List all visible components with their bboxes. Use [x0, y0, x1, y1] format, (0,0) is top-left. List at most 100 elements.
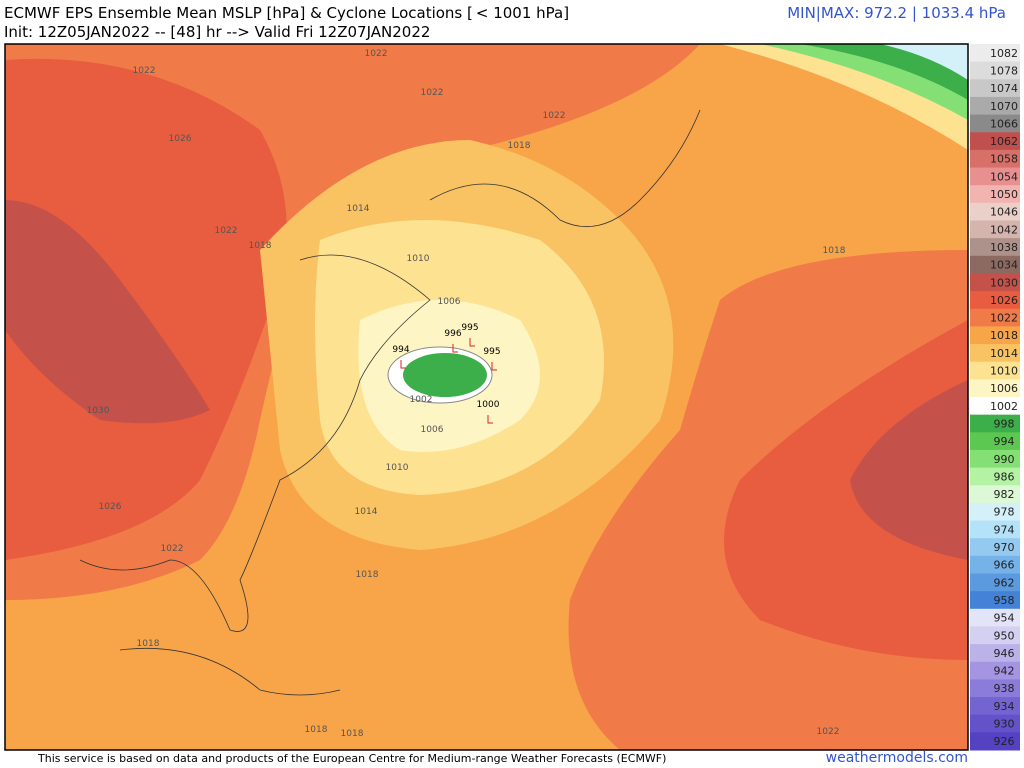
- cyclone-label: 994: [392, 345, 409, 355]
- colorbar-label: 1082: [990, 47, 1018, 60]
- coastline: [119, 647, 341, 696]
- colorbar-swatch: [970, 96, 1020, 116]
- colorbar-label: 1058: [990, 153, 1018, 166]
- colorbar-label: 934: [994, 700, 1015, 713]
- contour-label: 1018: [341, 729, 364, 739]
- colorbar-swatch: [970, 326, 1020, 345]
- colorbar-label: 1062: [990, 135, 1018, 148]
- colorbar-label: 946: [994, 647, 1015, 660]
- colorbar-swatch: [970, 379, 1020, 398]
- colorbar-swatch: [970, 520, 1020, 539]
- contour-label: 1022: [161, 544, 184, 554]
- contour-label: 1018: [305, 725, 328, 735]
- contour-label: 1006: [438, 297, 461, 307]
- colorbar-swatch: [970, 555, 1020, 574]
- site: weathermodels.com: [826, 750, 968, 766]
- contour-label: 1018: [356, 570, 379, 580]
- colorbar-label: 1034: [990, 259, 1018, 272]
- cyclone-label: 995: [461, 323, 478, 333]
- colorbar-swatch: [970, 361, 1020, 380]
- colorbar-label: 1050: [990, 188, 1018, 201]
- colorbar-label: 1038: [990, 241, 1018, 254]
- field-1026: [5, 58, 287, 561]
- contour-label: 1022: [133, 66, 156, 76]
- colorbar-swatch: [970, 697, 1020, 716]
- colorbar-label: 1074: [990, 82, 1018, 95]
- colorbar-swatch: [970, 308, 1020, 327]
- colorbar-label: 966: [994, 559, 1015, 572]
- cyclone-label: 1000: [477, 400, 500, 410]
- colorbar-swatch: [970, 344, 1020, 363]
- colorbar-label: 1066: [990, 117, 1018, 130]
- colorbar-swatch: [970, 132, 1020, 151]
- colorbar-label: 1030: [990, 276, 1018, 289]
- subtitle: Init: 12Z05JAN2022 -- [48] hr --> Valid …: [4, 23, 430, 41]
- colorbar-label: 978: [994, 506, 1015, 519]
- colorbar-label: 1014: [990, 347, 1018, 360]
- colorbar-label: 1010: [990, 365, 1018, 378]
- contour-label: 1018: [508, 141, 531, 151]
- colorbar-swatch: [970, 255, 1020, 274]
- title: ECMWF EPS Ensemble Mean MSLP [hPa] & Cyc…: [4, 4, 569, 22]
- contour-label: 1022: [365, 49, 388, 59]
- colorbar-swatch: [970, 608, 1020, 627]
- cyclone-marker: [469, 338, 475, 347]
- colorbar-swatch: [970, 538, 1020, 557]
- contour-label: 1030: [87, 406, 110, 416]
- colorbar-swatch: [970, 185, 1020, 204]
- colorbar-label: 1026: [990, 294, 1018, 307]
- contour-label: 1006: [421, 425, 444, 435]
- colorbar-label: 970: [994, 541, 1015, 554]
- coastline: [79, 254, 431, 632]
- colorbar-swatch: [970, 291, 1020, 310]
- colorbar-swatch: [970, 732, 1020, 751]
- colorbar-swatch: [970, 273, 1020, 292]
- colorbar-swatch: [970, 644, 1020, 663]
- contour-label: 1022: [421, 88, 444, 98]
- contour-label: 1026: [169, 134, 192, 144]
- colorbar-label: 962: [994, 576, 1015, 589]
- colorbar-label: 1054: [990, 170, 1018, 183]
- colorbar-swatch: [970, 573, 1020, 592]
- colorbar-swatch: [970, 502, 1020, 522]
- colorbar-swatch: [970, 202, 1020, 221]
- colorbar-swatch: [970, 467, 1020, 486]
- colorbar-swatch: [970, 397, 1020, 416]
- colorbar-label: 998: [994, 417, 1015, 430]
- colorbar-label: 942: [994, 665, 1015, 678]
- colorbar-label: 994: [994, 435, 1015, 448]
- colorbar-swatch: [970, 591, 1020, 610]
- colorbar-label: 974: [994, 523, 1015, 536]
- colorbar-label: 1022: [990, 312, 1018, 325]
- cyclone-label: 995: [483, 347, 500, 357]
- colorbar-label: 1042: [990, 223, 1018, 236]
- contour-label: 1010: [407, 254, 430, 264]
- colorbar-swatch: [970, 679, 1020, 698]
- contour-label: 1026: [99, 502, 122, 512]
- contour-label: 1018: [137, 639, 160, 649]
- contour-label: 1022: [543, 111, 566, 121]
- colorbar-swatch: [970, 485, 1020, 504]
- colorbar-label: 926: [994, 735, 1015, 748]
- colorbar-swatch: [970, 626, 1020, 645]
- colorbar-swatch: [970, 661, 1020, 680]
- contour-label: 1014: [355, 507, 378, 517]
- field-998: [403, 353, 487, 397]
- cyclone-marker: [487, 415, 493, 424]
- contour-label: 1022: [817, 727, 840, 737]
- colorbar-label: 954: [994, 612, 1015, 625]
- colorbar-label: 930: [994, 718, 1015, 731]
- field-1030: [5, 200, 210, 424]
- colorbar-label: 958: [994, 594, 1015, 607]
- colorbar-swatch: [970, 449, 1020, 469]
- coastline: [429, 109, 701, 227]
- cyclone-label: 996: [444, 329, 461, 339]
- min-max: MIN|MAX: 972.2 | 1033.4 hPa: [787, 4, 1006, 22]
- field-1030-east: [850, 380, 968, 560]
- colorbar-label: 1006: [990, 382, 1018, 395]
- contour-label: 1022: [215, 226, 238, 236]
- colorbar-label: 1078: [990, 64, 1018, 77]
- contour-label: 1018: [823, 246, 846, 256]
